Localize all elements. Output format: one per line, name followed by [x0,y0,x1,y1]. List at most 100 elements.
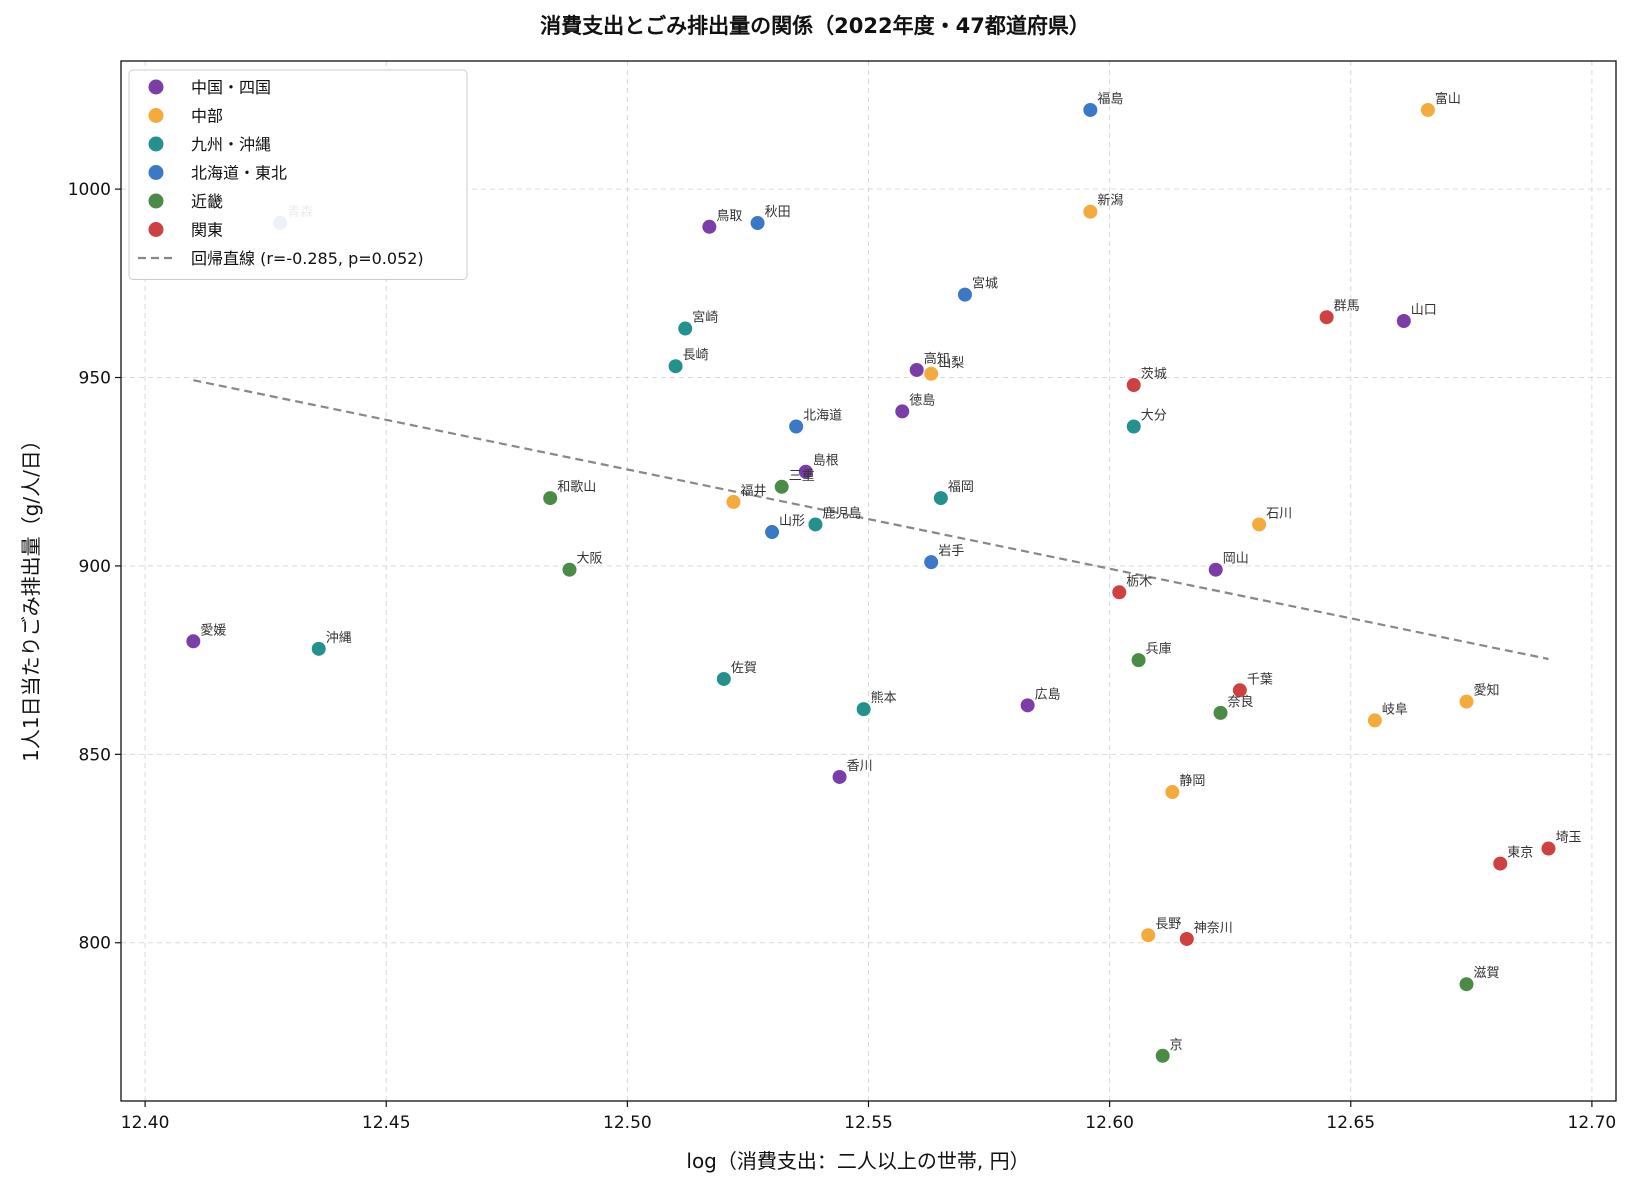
data-point-茨城 [1125,377,1142,394]
point-label: 鹿児島 [822,505,861,521]
point-label: 長野 [1155,917,1181,932]
point-label: 長崎 [683,348,709,363]
data-point-熊本 [855,701,872,718]
point-label: 徳島 [909,393,935,408]
data-point-広島 [1019,697,1036,714]
point-label: 山梨 [938,356,964,371]
data-point-千葉 [1231,682,1248,699]
x-tick-label: 12.65 [1326,1113,1375,1133]
y-tick-label: 800 [79,934,111,954]
data-point-福井 [725,493,742,510]
point-label: 広島 [1035,687,1061,702]
data-point-秋田 [749,215,766,232]
legend-entry: 中国・四国 [191,78,271,97]
point-label: 山口 [1411,303,1437,318]
point-label: 岐阜 [1382,701,1408,717]
data-point-奈良 [1212,704,1229,721]
legend-entry: 中部 [191,107,223,126]
data-point-和歌山 [542,490,559,507]
data-point-北海道 [788,418,805,435]
point-label: 熊本 [871,690,897,706]
point-label: 岩手 [938,544,964,559]
grid-lines [121,61,1616,1101]
legend-entry: 北海道・東北 [191,164,287,183]
point-label: 滋賀 [1474,966,1500,981]
point-label: 沖縄 [326,631,352,646]
data-point-大分 [1125,418,1142,435]
legend-entry-regression: 回帰直線 (r=-0.285, p=0.052) [191,249,424,268]
point-label: 高知 [924,351,950,367]
data-point-東京 [1492,855,1509,872]
data-point-愛知 [1458,693,1475,710]
data-point-愛媛 [185,633,202,650]
y-axis-label: 1人1日当たりごみ排出量（g/人/日） [19,430,43,762]
legend-marker [148,193,164,209]
x-tick-label: 12.50 [603,1113,652,1133]
data-point-高知 [908,361,925,378]
data-point-三重 [773,478,790,495]
data-point-岩手 [923,554,940,571]
point-label: 愛媛 [200,623,226,638]
point-label: 香川 [847,759,873,774]
point-label: 岡山 [1223,552,1249,567]
data-point-大阪 [561,561,578,578]
point-label: 福岡 [948,480,974,495]
data-point-沖縄 [310,640,327,657]
chart-title: 消費支出とごみ排出量の関係（2022年度・47都道府県） [540,14,1090,38]
x-tick-label: 12.70 [1568,1113,1617,1133]
point-label: 秋田 [765,205,791,220]
data-point-福島 [1082,101,1099,118]
legend-marker [148,165,164,180]
x-tick-label: 12.40 [121,1113,170,1133]
data-point-長野 [1140,927,1157,944]
data-point-静岡 [1164,784,1181,801]
legend-marker [148,108,164,123]
point-label: 三重 [789,468,815,484]
data-point-兵庫 [1130,652,1147,669]
point-label: 山形 [779,514,805,529]
x-axis-label: log（消費支出：二人以上の世帯, 円） [686,1149,1029,1173]
point-label: 富山 [1435,91,1461,107]
data-point-鳥取 [701,218,718,235]
point-label: 宮城 [972,276,998,292]
legend-marker [148,79,164,95]
legend-entry: 近畿 [191,192,223,211]
data-point-香川 [831,768,848,785]
point-label: 栃木 [1126,574,1152,589]
data-point-岐阜 [1366,712,1383,729]
data-point-栃木 [1111,584,1128,601]
point-label: 埼玉 [1555,831,1581,846]
data-point-長崎 [667,358,684,375]
data-point-京 [1154,1047,1171,1064]
regression-line [193,379,1549,661]
x-tick-label: 12.60 [1085,1113,1134,1133]
point-label: 石川 [1266,506,1292,521]
x-tick-label: 12.45 [362,1113,411,1133]
point-label: 愛知 [1474,683,1500,699]
point-label: 佐賀 [731,661,757,676]
data-point-山梨 [923,365,940,382]
x-tick-label: 12.55 [844,1113,893,1133]
data-point-群馬 [1318,309,1335,326]
point-label: 大分 [1141,409,1167,424]
point-label: 神奈川 [1194,921,1233,936]
data-point-石川 [1251,516,1268,533]
point-label: 鳥取 [716,209,742,224]
data-point-新潟 [1082,203,1099,220]
data-point-神奈川 [1178,930,1195,947]
legend-marker [148,222,164,237]
point-label: 京 [1170,1038,1183,1053]
data-point-宮崎 [677,320,694,337]
point-label: 千葉 [1247,672,1273,687]
y-axis-ticks: 800 850 900 950 1000 [68,180,121,954]
legend-box [128,69,468,280]
point-label: 宮崎 [692,310,718,326]
point-label: 和歌山 [557,480,596,495]
point-label: 福井 [740,484,766,499]
x-axis-ticks: 12.40 12.45 12.50 12.55 12.60 12.65 12.70 [121,1101,1616,1133]
point-label: 茨城 [1141,367,1167,382]
point-label: 静岡 [1179,774,1205,789]
